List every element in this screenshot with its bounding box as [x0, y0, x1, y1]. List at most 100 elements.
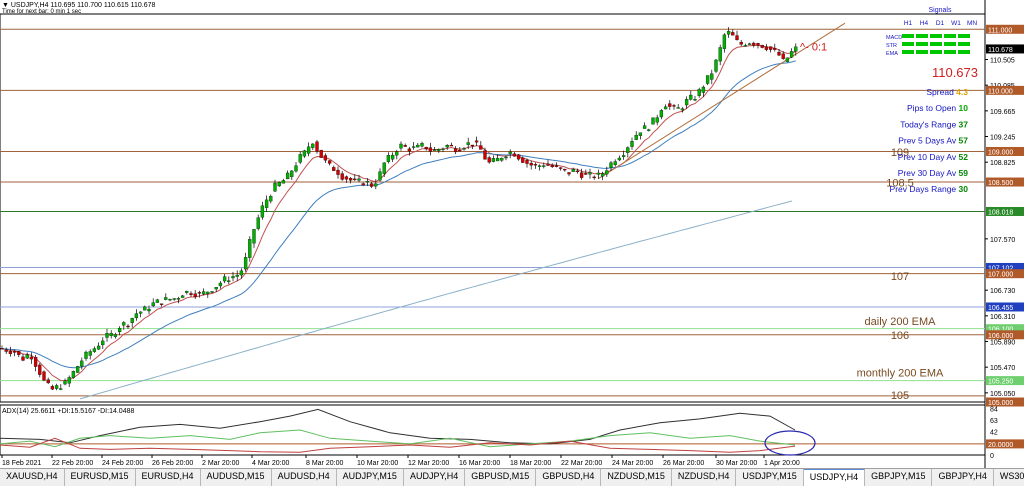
level-annotation: daily 200 EMA	[865, 316, 937, 328]
adx-tick-label: 84	[990, 406, 998, 413]
candle-body	[59, 388, 63, 390]
candle-body	[235, 274, 239, 277]
signal-indicator	[930, 42, 942, 46]
chart-tab[interactable]: GBPJPY,H4	[932, 469, 994, 486]
chart-tab[interactable]: EURUSD,H4	[136, 469, 201, 486]
chart-tab[interactable]: GBPUSD,H4	[536, 469, 602, 486]
candle-body	[8, 351, 13, 354]
chart-tab[interactable]: NZDUSD,H4	[672, 469, 737, 486]
time-tick-label: 30 Mar 20:00	[716, 460, 757, 467]
chart-tab[interactable]: WS30,H4	[994, 469, 1024, 486]
chart-tab[interactable]: XAUUSD,H4	[0, 469, 65, 486]
candle-body	[479, 145, 483, 150]
chart-tab[interactable]: AUDJPY,M15	[337, 469, 404, 486]
chart-tab[interactable]: NZDUSD,M15	[601, 469, 672, 486]
chart-tab[interactable]: GBPJPY,M15	[865, 469, 933, 486]
candle-body	[42, 371, 46, 381]
chart-tab[interactable]: EURUSD,M15	[65, 469, 136, 486]
level-annotation: 108.5	[886, 177, 914, 189]
chart-header-timer: Time for next bar: 0 min 1 sec	[2, 9, 81, 15]
candle-body	[164, 297, 168, 300]
candle-body	[155, 299, 160, 303]
candle-body	[777, 51, 781, 56]
candle-body	[294, 165, 298, 172]
candle-body	[176, 298, 181, 300]
candle-body	[38, 364, 42, 375]
candle-body	[655, 117, 659, 123]
ratio-annotation: ^- 0:1	[800, 42, 827, 54]
candle-body	[256, 217, 260, 229]
candle-body	[0, 348, 4, 350]
candle-body	[239, 270, 244, 276]
price-tag-box	[986, 324, 1024, 334]
time-tick-label: 8 Mar 20:00	[306, 460, 343, 467]
price-tag-label: 110.000	[988, 88, 1013, 95]
signal-timeframe-label: W1	[951, 20, 961, 27]
time-tick-label: 24 Feb 20:00	[102, 460, 143, 467]
candle-body	[290, 170, 294, 177]
time-tick-label: 24 Mar 20:00	[612, 460, 653, 467]
candle-body	[306, 146, 311, 154]
candle-body	[605, 170, 609, 175]
chart-tab[interactable]: AUDUSD,M15	[201, 469, 272, 486]
candle-body	[63, 380, 67, 385]
price-tick-label: 106.730	[990, 288, 1015, 295]
candle-body	[71, 371, 76, 378]
candle-body	[714, 59, 718, 72]
candle-body	[542, 165, 546, 167]
candle-body	[626, 147, 630, 153]
candle-body	[122, 322, 126, 326]
ema-fast-line	[1, 44, 796, 382]
adx-tag-label: 20.0000	[988, 442, 1013, 449]
candle-body	[201, 291, 206, 295]
candle-body	[621, 155, 626, 157]
candle-body	[764, 46, 769, 50]
chart-tab-bar: XAUUSD,H4 EURUSD,M15 EURUSD,H4 AUDUSD,M15 AU…	[0, 468, 1024, 486]
chart-tab[interactable]: GBPUSD,M15	[465, 469, 537, 486]
candle-body	[134, 313, 139, 319]
info-row: Prev 10 Day Av 52	[898, 152, 969, 162]
candle-body	[378, 171, 382, 181]
candle-body	[365, 180, 370, 183]
candle-body	[4, 349, 8, 352]
price-tick-label: 109.665	[990, 109, 1015, 116]
signal-row-label: EMA	[886, 51, 898, 57]
candle-body	[54, 385, 59, 389]
price-tag-label: 108.018	[988, 209, 1013, 216]
candle-body	[311, 143, 315, 148]
candle-body	[563, 168, 567, 171]
chart-tab[interactable]: AUDJPY,H4	[404, 469, 466, 486]
level-annotation: 109	[891, 147, 909, 159]
level-annotation: 105	[891, 390, 909, 402]
price-tag-box	[986, 24, 1024, 34]
signal-indicator	[916, 50, 928, 54]
candle-body	[302, 150, 307, 157]
signal-indicator	[930, 34, 942, 38]
candle-body	[642, 125, 647, 129]
candle-body	[101, 340, 105, 346]
signal-indicator	[944, 42, 956, 46]
price-tag-box	[986, 330, 1024, 340]
chart-tab[interactable]: USDJPY,M15	[736, 469, 804, 486]
candle-body	[403, 145, 407, 147]
candle-body	[361, 183, 365, 186]
candle-body	[752, 42, 756, 46]
price-tag-box	[986, 85, 1024, 95]
candle-body	[785, 57, 790, 62]
signal-indicator	[916, 42, 928, 46]
info-row: Prev 5 Days Av 57	[898, 136, 968, 146]
candle-body	[575, 170, 580, 173]
price-tag-box	[986, 269, 1024, 279]
price-tick-label: 108.825	[990, 160, 1015, 167]
candle-body	[172, 298, 176, 300]
chart-tab[interactable]: AUDUSD,H4	[272, 469, 337, 486]
candle-body	[210, 291, 214, 293]
candle-body	[600, 173, 605, 177]
chart-canvas[interactable]: 109 108.5 107 daily 200 EMA 106 monthly 200 E…	[0, 0, 1024, 468]
candle-body	[428, 147, 433, 152]
candle-body	[264, 199, 269, 208]
candle-body	[470, 144, 475, 147]
candle-body	[710, 73, 714, 80]
chart-tab[interactable]: USDJPY,H4	[803, 469, 866, 486]
